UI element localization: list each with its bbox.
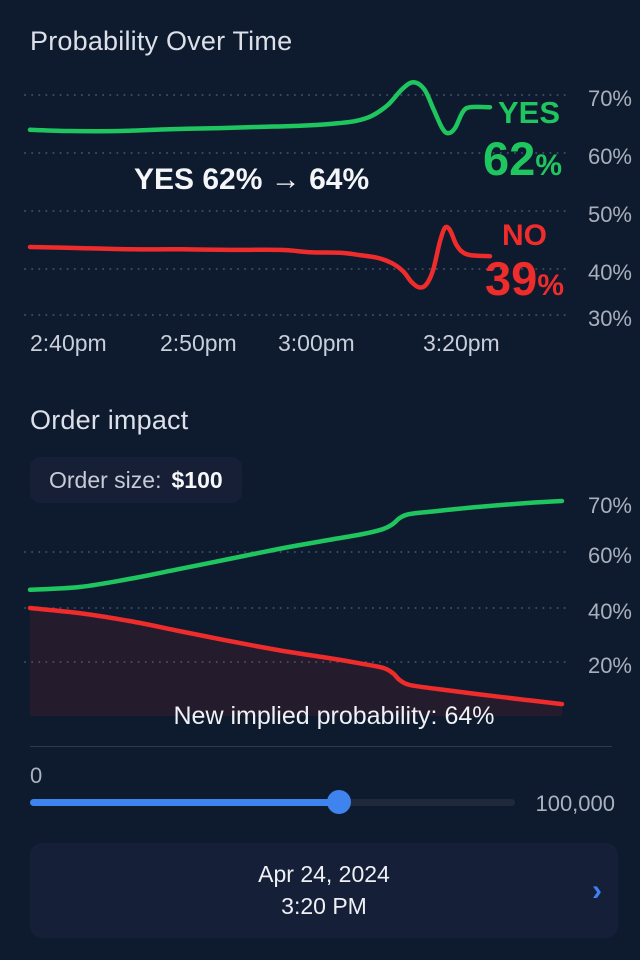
x-axis-tick: 2:40pm	[30, 330, 107, 356]
x-axis-tick: 3:20pm	[423, 330, 500, 356]
y-axis-tick: 70%	[587, 86, 632, 111]
yes-current-value-number: 62	[483, 132, 536, 185]
selected-date: Apr 24, 2024	[258, 860, 390, 887]
date-time-row[interactable]: Apr 24, 2024 3:20 PM ›	[30, 843, 618, 938]
y-axis-tick: 70%	[587, 493, 632, 518]
yes-change-annotation: YES 62% → 64%	[134, 163, 370, 196]
chevron-right-icon[interactable]: ›	[592, 873, 602, 907]
yes-series-label: YES	[498, 95, 561, 130]
new-implied-probability-annotation: New implied probability: 64%	[173, 702, 495, 730]
no-series-label: NO	[502, 219, 547, 252]
no-current-value-number: 39	[485, 252, 538, 305]
x-axis-tick: 3:00pm	[278, 330, 355, 356]
y-axis-tick: 40%	[587, 599, 632, 624]
slider-max-label: 100,000	[535, 791, 615, 816]
y-axis-tick: 30%	[587, 306, 632, 331]
y-axis-tick: 40%	[587, 260, 632, 285]
order-size-label: Order size:	[49, 466, 162, 493]
order-size-value: $100	[171, 466, 223, 493]
slider-min-label: 0	[30, 763, 43, 788]
selected-time: 3:20 PM	[281, 893, 367, 919]
no-current-value: 39%	[452, 251, 564, 306]
order-impact-title: Order impact	[30, 405, 189, 435]
order-size-slider-track[interactable]	[30, 799, 515, 806]
order-size-slider-fill	[30, 799, 339, 806]
probability-chart-title: Probability Over Time	[30, 26, 293, 56]
x-axis-tick: 2:50pm	[160, 330, 237, 356]
y-axis-tick: 50%	[587, 202, 632, 227]
y-axis-tick: 60%	[587, 543, 632, 568]
y-axis-tick: 60%	[587, 144, 632, 169]
order-size-chip: Order size: $100	[30, 457, 242, 503]
slider-section-divider	[30, 746, 612, 747]
yes-current-value: 62%	[450, 131, 562, 186]
yes-current-value-percent-sign: %	[535, 149, 562, 182]
no-current-value-percent-sign: %	[537, 269, 564, 302]
order-size-slider-handle[interactable]	[327, 790, 351, 814]
y-axis-tick: 20%	[587, 653, 632, 678]
